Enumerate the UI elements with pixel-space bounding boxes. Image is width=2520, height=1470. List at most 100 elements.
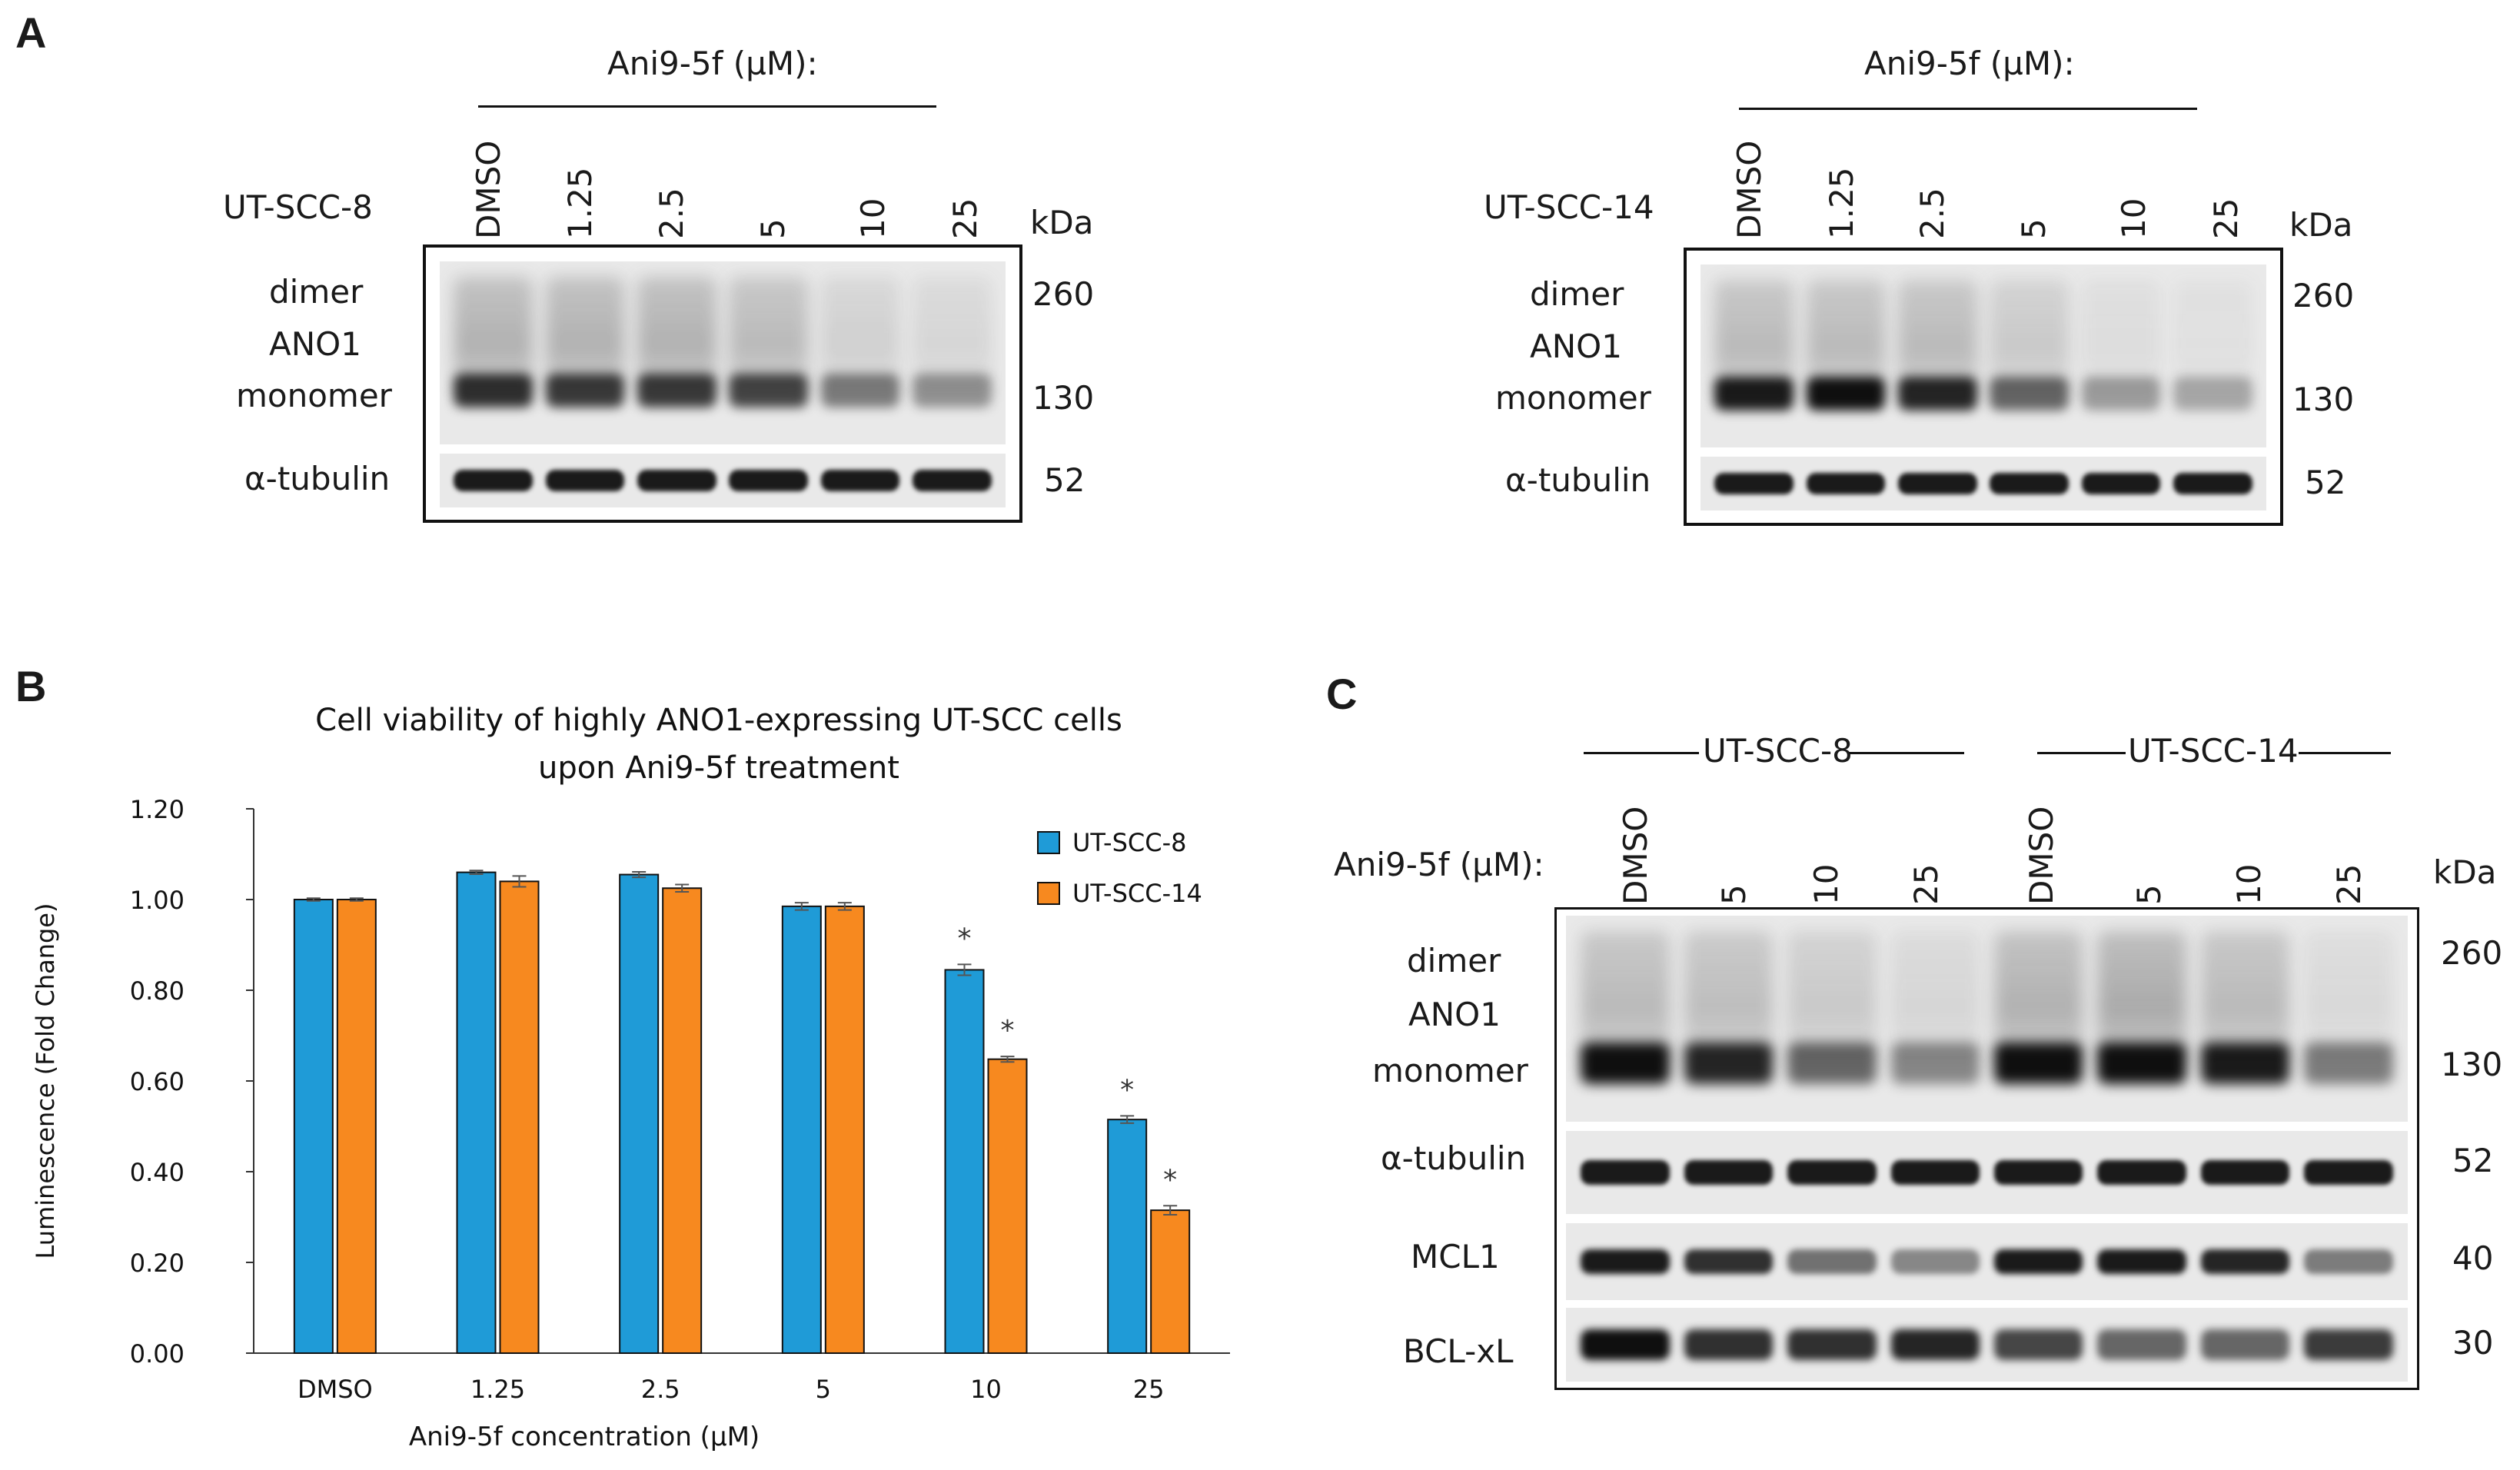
blot-c-lane-label: 25 [2330,863,2368,905]
legend-label: UT-SCC-14 [1072,879,1202,908]
x-tick-label: DMSO [298,1375,373,1404]
ano1-monomer-band [1787,1043,1877,1084]
blot-a1-row-label-ano1: ANO1 [269,325,361,363]
legend-swatch [1037,882,1060,905]
blot-a1-treatment-line [478,105,936,108]
ano1-dimer-band [1581,931,1670,1062]
blot-a2-row-label-tubulin: α-tubulin [1505,461,1651,499]
blot-a1-lane-label: 2.5 [653,188,690,239]
blot-c-group-line [1849,752,1964,754]
blot-a2-row-label-monomer: monomer [1495,379,1651,417]
y-tick-label: 1.00 [130,886,185,915]
blot-c-lane-label: 5 [2130,884,2168,905]
blot-c-row-label-monomer: monomer [1372,1052,1528,1089]
blot-c-marker: 40 [2452,1239,2494,1277]
y-axis-label: Luminescence (Fold Change) [31,903,60,1259]
blot-c-lane-label: DMSO [2023,806,2060,905]
ano1-dimer-band [637,277,716,392]
blot-a2-row-label-ano1: ANO1 [1530,328,1622,365]
ano1-monomer-band [637,374,716,407]
blot-a1-lane-label: 25 [946,198,984,239]
ano1-dimer-band [2081,280,2161,395]
y-tick-label: 0.80 [130,976,185,1006]
tubulin-band [1990,473,2069,494]
tubulin-band [1890,1160,1980,1185]
tubulin-band [1993,1160,2083,1185]
blot-a2-lane-label: 10 [2115,198,2153,239]
blot-a2-marker: 260 [2292,277,2355,314]
blot-c-frame [1554,907,2419,1390]
bar-ut-scc-8 [293,899,334,1354]
ano1-dimer-band [454,277,533,392]
blot-a2-row-label-dimer: dimer [1530,275,1624,313]
blot-a1-treatment-label: Ani9-5f (µM): [607,45,818,82]
x-tick-label: 2.5 [641,1375,680,1404]
blot-c-tubulin-strip [1566,1131,2408,1214]
ano1-monomer-band [1581,1043,1670,1084]
mcl1-band [2097,1249,2186,1274]
blot-a1-kda-label: kDa [1030,204,1094,241]
ano1-dimer-band [1990,280,2069,395]
blot-c-marker: 130 [2441,1046,2503,1083]
tubulin-band [2304,1160,2393,1185]
bar-ut-scc-14 [1150,1209,1191,1355]
x-tick-label: 10 [970,1375,1002,1404]
tubulin-band [2200,1160,2290,1185]
ano1-monomer-band [545,374,625,407]
bar-ut-scc-14 [824,905,865,1355]
blot-c-lane-label: 25 [1907,863,1945,905]
x-tick-label: 1.25 [470,1375,525,1404]
blot-c-marker: 30 [2452,1324,2494,1362]
blot-a1-marker: 52 [1044,461,1085,499]
bclxl-band [2097,1329,2186,1360]
chart-title: upon Ani9-5f treatment [538,750,899,786]
blot-a2-treatment-line [1739,108,2197,110]
ano1-dimer-band [729,277,808,392]
ano1-dimer-band [1787,931,1877,1062]
bar-ut-scc-14 [499,880,540,1354]
ano1-monomer-band [2097,1043,2186,1084]
blot-a1-lane-label: DMSO [470,140,507,239]
blot-a2-ano1-strip [1701,264,2266,447]
ano1-dimer-band [1684,931,1774,1062]
blot-c-mcl1-strip [1566,1223,2408,1300]
bclxl-band [2304,1329,2393,1360]
bar-ut-scc-8 [1107,1119,1148,1355]
significance-marker: * [1163,1164,1177,1196]
bar-ut-scc-8 [781,905,822,1355]
blot-c-marker: 52 [2452,1142,2494,1179]
ano1-monomer-band [454,374,533,407]
blot-c-row-label-bclxl: BCL-xL [1403,1332,1514,1370]
significance-marker: * [1001,1015,1015,1046]
bar-ut-scc-14 [662,887,703,1354]
blot-c-kda-label: kDa [2433,853,2497,891]
blot-c-group-label: UT-SCC-14 [2128,732,2299,770]
blot-a1-tubulin-strip [440,454,1006,507]
significance-marker: * [1120,1074,1134,1106]
ano1-monomer-band [1890,1043,1980,1084]
blot-a2-lane-label: 25 [2207,198,2245,239]
bar-ut-scc-14 [987,1058,1028,1354]
blot-c-group-label: UT-SCC-8 [1703,732,1853,770]
y-tick-label: 0.00 [130,1339,185,1369]
ano1-monomer-band [820,374,900,407]
tubulin-band [820,470,900,491]
tubulin-band [1898,473,1977,494]
blot-a1-frame [423,244,1022,523]
panel-a-letter: A [15,8,47,57]
viability-bar-chart: Cell viability of highly ANO1-expressing… [31,703,1230,1452]
blot-a1-lane-label: 10 [854,198,892,239]
blot-c-treatment-label: Ani9-5f (µM): [1334,846,1544,883]
mcl1-band [1787,1249,1877,1274]
tubulin-band [2081,473,2161,494]
blot-c-lane-label: 5 [1715,884,1753,905]
blot-c-lane-label: DMSO [1617,806,1654,905]
tubulin-band [913,470,992,491]
tubulin-band [1684,1160,1774,1185]
blot-c-ano1-strip [1566,916,2408,1122]
ano1-monomer-band [1993,1043,2083,1084]
panel-c-letter: C [1326,670,1358,718]
blot-a2-lane-label: 5 [2015,218,2053,239]
ano1-dimer-band [2173,280,2252,395]
ano1-dimer-band [1806,280,1886,395]
